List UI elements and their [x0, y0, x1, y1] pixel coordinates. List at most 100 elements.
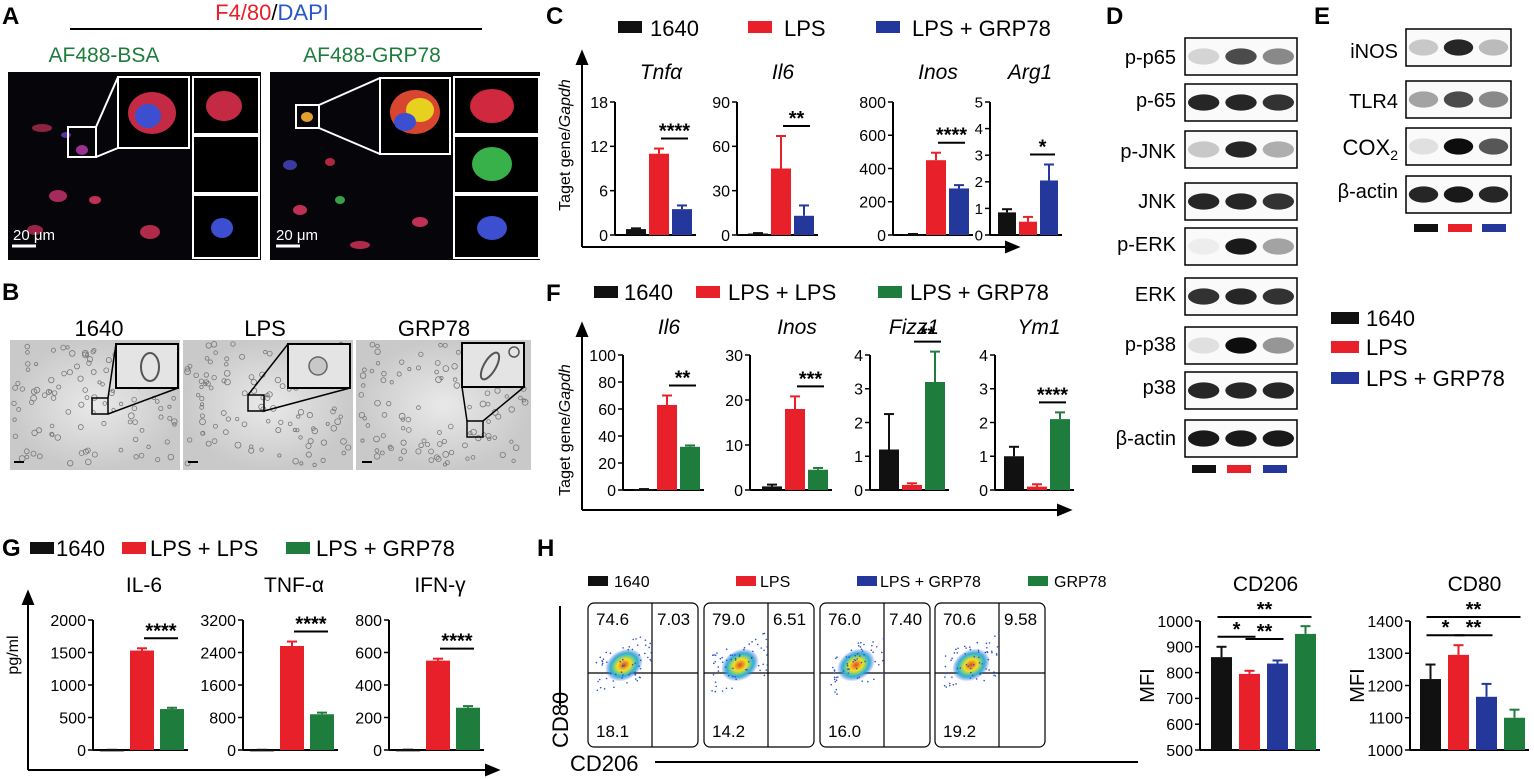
chart-title: TNF-α: [264, 574, 324, 597]
bf-cell: [470, 428, 477, 436]
bf-cell: [298, 435, 303, 440]
flow-event: [957, 647, 959, 650]
blot-band: [1225, 94, 1257, 111]
y-tick-label: 3: [979, 382, 988, 399]
y-tick-label: 800: [859, 95, 886, 112]
y-tick-label: 400: [355, 678, 382, 695]
bf-cell: [154, 399, 160, 404]
flow-event: [738, 654, 741, 656]
bf-cell: [54, 434, 61, 441]
bf-cell: [199, 413, 205, 419]
bf-cell: [381, 370, 387, 377]
e-band-label-0: iNOS: [1350, 41, 1398, 63]
flow-event: [725, 648, 728, 650]
y-tick-label: 2: [979, 415, 988, 432]
bf-cell: [406, 427, 412, 433]
flow-event: [861, 650, 864, 652]
flow-event: [756, 643, 759, 646]
flow-event: [766, 645, 768, 648]
bf-cell: [25, 350, 30, 355]
blot-band: [1262, 238, 1295, 255]
bf-cell: [259, 447, 264, 452]
legend-g: 1640 LPS + LPS LPS + GRP78: [30, 536, 455, 561]
bf-cell: [437, 441, 443, 447]
panel-letter-e: E: [1314, 3, 1330, 30]
bf-cell: [428, 448, 434, 455]
bf-cell: [213, 350, 218, 355]
bf-cell: [287, 421, 293, 427]
blot-band: [1262, 337, 1295, 354]
blot-band: [1225, 337, 1257, 354]
chart-c-il6: Il6 0 30 60 90 **: [712, 61, 818, 245]
bf-cell: [305, 451, 312, 458]
y-tick-label: 80: [598, 375, 616, 392]
y-tick-label: 800: [1166, 665, 1193, 682]
flow-event: [725, 659, 728, 662]
bf-cell: [207, 359, 213, 365]
bf-cell: [85, 458, 92, 466]
y-tick-label: 0: [227, 743, 236, 760]
bar-grp78: [1504, 717, 1525, 750]
legend-de-label-1640: 1640: [1366, 306, 1415, 331]
b-label-grp78: GRP78: [398, 316, 470, 341]
bf-cell: [361, 383, 366, 388]
flow-event: [724, 666, 727, 668]
flow-event: [717, 670, 720, 672]
flow-event: [847, 668, 849, 671]
flow-event: [995, 653, 998, 655]
legend-h-label-lps: LPS: [760, 574, 790, 591]
y-tick-label: 200: [355, 710, 382, 727]
flow-event: [601, 660, 604, 663]
bar-lps-grp78: [1050, 419, 1070, 490]
flow-event: [882, 659, 884, 662]
flow-event: [856, 653, 859, 655]
flow-event: [882, 637, 885, 640]
quadrant-q2: 7.03: [657, 610, 690, 629]
sig-label: **: [1257, 599, 1273, 621]
flow-event: [602, 658, 605, 660]
bf-cell: [340, 438, 347, 445]
flow-event: [638, 654, 641, 656]
bf-cell: [132, 436, 139, 443]
bf-cell: [512, 444, 520, 451]
y-tick-label: 20: [598, 456, 616, 473]
legend-g-swatch-lps: [122, 542, 146, 554]
legend-c-label-grp: LPS + GRP78: [912, 16, 1051, 41]
sig-label: *: [1233, 619, 1241, 641]
flow-plot-1: 74.6 7.03 18.1: [587, 602, 699, 748]
bf-cell: [167, 415, 173, 421]
bf-cell: [24, 454, 30, 460]
bf-cell: [91, 451, 98, 458]
bf-cell: [25, 367, 31, 372]
sig-label: ****: [1037, 384, 1068, 406]
bf-cell: [25, 361, 31, 367]
flow-event: [601, 662, 604, 665]
bf-cell: [492, 435, 498, 440]
flow-event: [952, 683, 955, 686]
bf-cell: [139, 427, 145, 433]
flow-event: [613, 686, 615, 689]
bf-cell: [373, 453, 381, 460]
flow-event: [979, 673, 981, 675]
bf-cell: [416, 365, 421, 371]
chart-title: Arg1: [1006, 61, 1052, 84]
bf-cell: [77, 375, 84, 382]
flow-event: [977, 649, 980, 652]
flow-event: [612, 680, 615, 682]
chart-title: Tnfα: [640, 61, 683, 84]
ylabel-c: Taget gene/Gapdh: [557, 79, 574, 211]
blot-band: [1225, 238, 1257, 255]
bf-cell: [51, 390, 58, 396]
quadrant-q1: 76.0: [828, 610, 861, 629]
flow-event: [981, 663, 983, 665]
legend-c: 1640 LPS LPS + GRP78: [618, 16, 1051, 41]
chart-c-arg1: Arg1 0 1 2 3 4 5 *: [975, 61, 1062, 244]
bf-cell: [485, 433, 492, 440]
bar-1640: [903, 234, 923, 236]
bf-cell: [225, 416, 231, 422]
ylabel-f: Taget gene/Gapdh: [557, 364, 574, 496]
flow-event: [973, 655, 976, 658]
bf-cell: [312, 462, 317, 468]
